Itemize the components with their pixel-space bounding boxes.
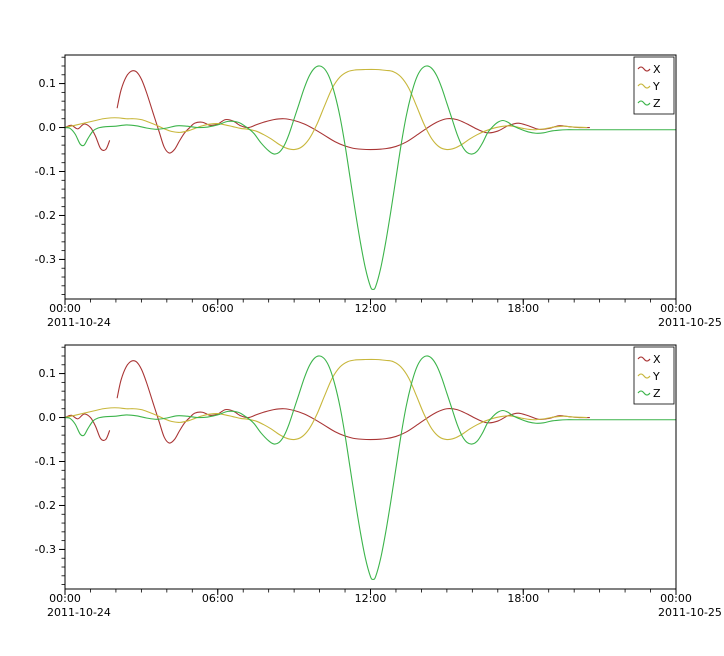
- series-Y-line: [64, 358, 588, 441]
- x-tick-label: 18:00: [507, 302, 539, 315]
- plot-frame: [64, 344, 677, 590]
- time-series-chart-bottom: 00:00 06:00 12:00 18:00 00:00 2011-10-24 2011-…: [0, 337, 724, 627]
- legend-line-sample: [637, 100, 651, 106]
- x-tick-label: 00:00: [660, 592, 692, 605]
- x-tick-label: 12:00: [355, 592, 387, 605]
- x-axis-date-label: 2011-10-25: [658, 316, 722, 329]
- legend-line-sample: [637, 66, 651, 72]
- series-X-line: [64, 360, 590, 444]
- y-tick-label: 0.1: [39, 77, 57, 90]
- plot-page: 00:00 06:00 12:00 18:00 00:00 2011-10-24 2011-…: [0, 47, 724, 627]
- legend: XYZ: [633, 346, 675, 405]
- series-Z-line: [64, 355, 677, 580]
- series-Z-line: [64, 65, 677, 290]
- x-axis-date-label: 2011-10-25: [658, 606, 722, 619]
- x-tick-label: 06:00: [202, 592, 234, 605]
- x-tick-label: 00:00: [660, 302, 692, 315]
- y-tick-label: 0.0: [39, 411, 57, 424]
- legend-line-sample: [637, 356, 651, 362]
- plot-frame: [64, 54, 677, 300]
- y-tick-label: -0.3: [35, 253, 56, 266]
- x-tick-label: 06:00: [202, 302, 234, 315]
- y-axis: 0.1 0.0 -0.1 -0.2 -0.3: [35, 346, 65, 586]
- x-tick-label: 12:00: [355, 302, 387, 315]
- y-tick-label: 0.0: [39, 121, 57, 134]
- legend-label: Y: [652, 370, 660, 383]
- legend-line-sample: [637, 83, 651, 89]
- legend: XYZ: [633, 56, 675, 115]
- x-axis-date-label: 2011-10-24: [47, 606, 111, 619]
- y-axis: 0.1 0.0 -0.1 -0.2 -0.3: [35, 56, 65, 296]
- series-X-line: [64, 70, 590, 154]
- x-tick-label: 00:00: [49, 592, 81, 605]
- legend-label: X: [653, 353, 661, 366]
- series-Y-line: [64, 68, 588, 151]
- legend-label: Y: [652, 80, 660, 93]
- legend-label: X: [653, 63, 661, 76]
- series-lines: [64, 65, 677, 290]
- legend-line-sample: [637, 373, 651, 379]
- y-tick-label: -0.2: [35, 209, 56, 222]
- x-tick-label: 18:00: [507, 592, 539, 605]
- y-tick-label: -0.1: [35, 455, 56, 468]
- y-tick-label: 0.1: [39, 367, 57, 380]
- x-tick-label: 00:00: [49, 302, 81, 315]
- legend-label: Z: [653, 97, 661, 110]
- legend-label: Z: [653, 387, 661, 400]
- series-lines: [64, 355, 677, 580]
- y-tick-label: -0.2: [35, 499, 56, 512]
- y-tick-label: -0.1: [35, 165, 56, 178]
- x-axis-date-label: 2011-10-24: [47, 316, 111, 329]
- y-tick-label: -0.3: [35, 543, 56, 556]
- legend-line-sample: [637, 390, 651, 396]
- time-series-chart-top: 00:00 06:00 12:00 18:00 00:00 2011-10-24 2011-…: [0, 47, 724, 337]
